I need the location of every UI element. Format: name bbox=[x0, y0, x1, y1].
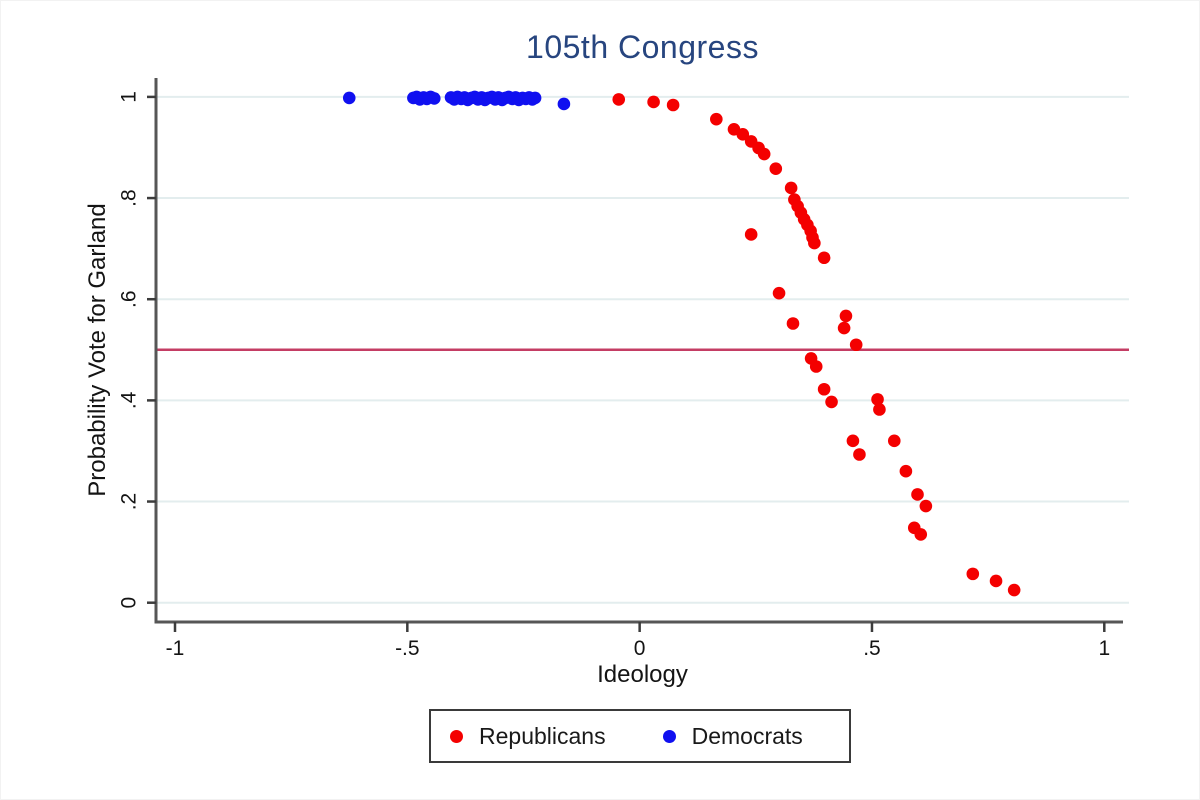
legend-label-republicans: Republicans bbox=[479, 722, 606, 749]
data-point-republicans bbox=[899, 464, 913, 478]
data-point-republicans bbox=[612, 93, 626, 106]
data-point-republicans bbox=[757, 147, 771, 161]
data-point-republicans bbox=[817, 251, 831, 265]
chart-title: 105th Congress bbox=[526, 29, 759, 65]
data-point-republicans bbox=[966, 567, 980, 581]
x-tick-label: 0 bbox=[634, 637, 646, 660]
data-point-republicans bbox=[873, 403, 886, 416]
democrats-marker-icon bbox=[662, 729, 676, 743]
data-point-republicans bbox=[853, 448, 866, 461]
data-point-republicans bbox=[887, 434, 901, 448]
x-tick-label: -.5 bbox=[395, 637, 420, 660]
republicans-marker-icon bbox=[450, 729, 463, 743]
y-tick-label: 1 bbox=[118, 91, 141, 103]
legend-label-democrats: Democrats bbox=[691, 722, 803, 749]
data-point-republicans bbox=[871, 393, 884, 406]
y-axis-title-text: Probability Vote for Garland bbox=[84, 203, 111, 497]
data-point-republicans bbox=[736, 128, 750, 141]
data-point-republicans bbox=[666, 98, 680, 112]
data-point-republicans bbox=[817, 382, 831, 396]
data-point-republicans bbox=[911, 488, 924, 501]
data-point-democrats bbox=[557, 97, 571, 111]
data-point-democrats bbox=[427, 92, 441, 105]
y-tick-label: .6 bbox=[118, 290, 141, 308]
data-point-republicans bbox=[837, 321, 851, 335]
data-point-republicans bbox=[808, 236, 821, 250]
legend-item-democrats: Democrats bbox=[662, 722, 803, 750]
data-point-democrats bbox=[528, 91, 542, 105]
data-point-republicans bbox=[914, 528, 928, 541]
data-point-republicans bbox=[784, 181, 798, 195]
data-point-republicans bbox=[772, 286, 786, 300]
data-point-republicans bbox=[919, 499, 933, 513]
data-point-republicans bbox=[809, 360, 823, 373]
data-point-republicans bbox=[1007, 583, 1021, 597]
data-point-democrats bbox=[342, 91, 356, 105]
data-point-republicans bbox=[744, 228, 758, 241]
data-point-republicans bbox=[839, 309, 853, 323]
data-point-republicans bbox=[849, 338, 863, 352]
legend-item-republicans: Republicans bbox=[450, 723, 606, 750]
legend: Republicans Democrats bbox=[429, 709, 851, 763]
data-point-republicans bbox=[825, 395, 838, 409]
data-point-republicans bbox=[647, 95, 660, 109]
x-tick-label: .5 bbox=[863, 637, 881, 660]
y-tick-label: .2 bbox=[118, 493, 141, 511]
y-tick-label: .8 bbox=[118, 189, 141, 207]
data-point-republicans bbox=[769, 162, 783, 176]
x-tick-label: 1 bbox=[1098, 637, 1110, 660]
x-tick-label: -1 bbox=[166, 637, 185, 660]
data-point-republicans bbox=[989, 574, 1003, 588]
data-point-republicans bbox=[846, 434, 860, 448]
x-axis-title: Ideology bbox=[597, 661, 688, 688]
data-point-republicans bbox=[786, 317, 800, 330]
y-tick-label: 0 bbox=[118, 597, 141, 609]
data-point-republicans bbox=[710, 112, 723, 126]
y-tick-label: .4 bbox=[118, 391, 141, 409]
